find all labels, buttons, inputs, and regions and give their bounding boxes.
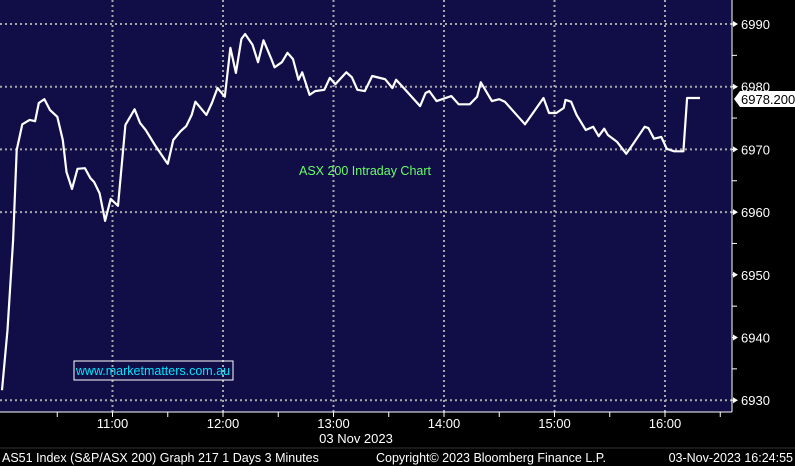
x-tick-label: 14:00 (428, 416, 461, 431)
y-tick-label: 6990 (741, 17, 770, 32)
y-tick-label: 6930 (741, 393, 770, 408)
y-tick-marker (733, 146, 738, 153)
watermark-box (73, 360, 234, 381)
x-tick-label: 13:00 (317, 416, 350, 431)
y-tick-marker (733, 21, 738, 27)
y-tick-marker (733, 397, 738, 404)
y-tick-marker (733, 209, 738, 216)
y-tick-label: 6970 (741, 142, 770, 157)
y-tick-marker (733, 83, 738, 90)
date-label: 03 Nov 2023 (319, 431, 393, 446)
y-tick-label: 6940 (741, 331, 770, 346)
y-tick-label: 6950 (741, 268, 770, 283)
footer-timestamp: 03-Nov-2023 16:24:55 (669, 451, 793, 465)
x-tick-label: 11:00 (97, 416, 129, 431)
last-value-tag: 6978.200 (734, 91, 795, 107)
y-tick-marker (733, 334, 738, 341)
y-tick-label: 6980 (741, 80, 770, 95)
y-tick-marker (733, 271, 738, 278)
y-tick-label: 6960 (741, 205, 770, 220)
footer-copyright: Copyright© 2023 Bloomberg Finance L.P. (376, 451, 606, 465)
watermark[interactable]: www.marketmatters.com.au (75, 364, 230, 378)
x-tick-label: 12:00 (207, 416, 240, 431)
footer-security: AS51 Index (S&P/ASX 200) Graph 217 1 Day… (2, 451, 319, 465)
last-value-label: 6978.200 (741, 92, 795, 107)
x-tick-label: 16:00 (649, 416, 682, 431)
chart-title: ASX 200 Intraday Chart (299, 164, 432, 178)
plot-background (0, 0, 732, 412)
series-line (0, 32, 700, 391)
x-tick-label: 15:00 (538, 416, 571, 431)
x-axis: 11:00 12:00 13:00 14:00 15:00 16:00 (0, 411, 732, 431)
y-axis: 6990 6980 6970 6960 6950 6940 6930 (731, 0, 770, 412)
